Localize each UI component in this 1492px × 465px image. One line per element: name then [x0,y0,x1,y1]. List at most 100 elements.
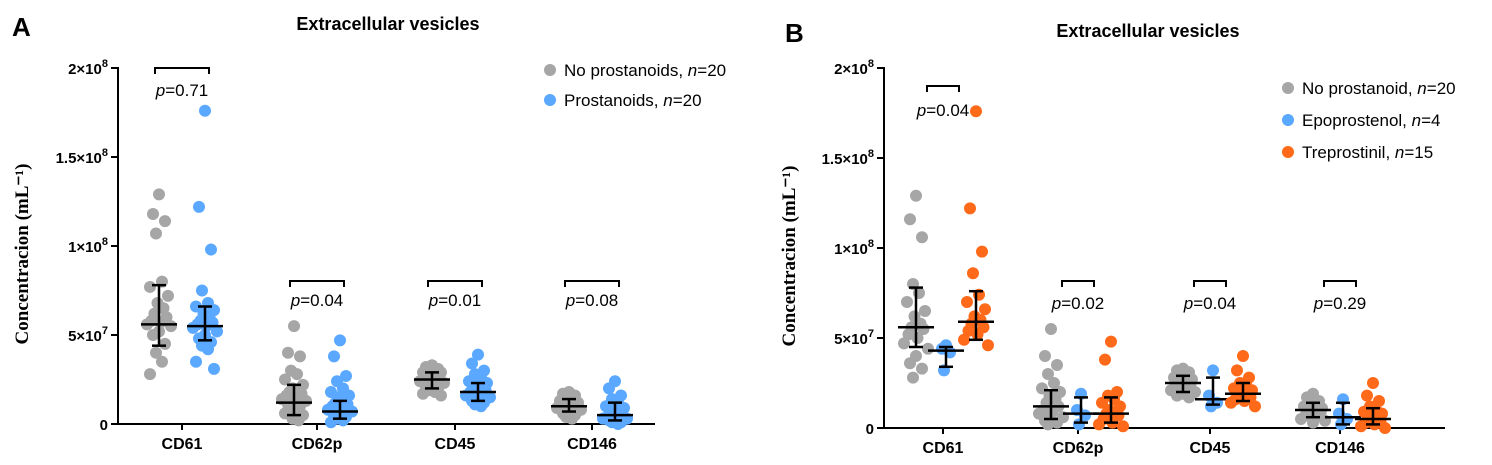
panel-b-point-cd61 [919,305,931,317]
panel-b-point-cd146 [1367,377,1379,389]
panel-b-p-value: p=0.02 [1051,294,1104,313]
panel-b-point-cd146 [1307,416,1319,429]
panel-b-point-cd61 [970,105,982,118]
panel-a-p-value: p=0.08 [565,291,618,310]
panel-b-point-cd62p [1093,418,1105,431]
panel-a-point-cd62p [292,414,305,427]
panel-b-y-tick-label: 2×108 [834,58,874,78]
panel-b-point-cd45 [1231,364,1243,377]
panel-b-point-cd146 [1355,420,1367,433]
panel-b-point-cd61 [922,342,934,355]
panel-a-point-cd61 [196,284,208,297]
panel-a-point-cd61 [153,188,165,201]
panel-b-comparison-bracket [1323,280,1357,287]
panel-a-comparison-bracket [427,280,483,287]
panel-b-title: Extracellular vesicles [1056,21,1239,41]
panel-b-point-cd62p [1042,368,1054,380]
panel-b-point-cd146 [1361,389,1373,402]
panel-b-point-cd62p [1117,420,1129,433]
panel-b-legend-label: Treprostinil, n=15 [1302,143,1433,162]
panel-b-x-tick-label: CD146 [1315,440,1365,457]
panel-b-comparison-bracket [1061,280,1095,287]
panel-b-legend-marker [1282,114,1294,126]
panel-a-point-cd62p [282,346,294,359]
panel-a-point-cd61 [165,320,177,333]
panel-a-point-cd62p [334,334,346,347]
panel-b-point-cd61 [916,231,928,244]
panel-b-p-value: p=0.29 [1313,294,1366,313]
panel-b-point-cd61 [971,328,984,341]
panel-a-x-tick-label: CD61 [162,436,203,453]
panel-a-point-cd62p [279,373,291,386]
panel-a-legend-marker [544,64,556,76]
panel-b-point-cd61 [901,296,913,308]
panel-a-y-tick-label: 1.5×108 [56,147,108,167]
panel-a-point-cd146 [603,382,615,395]
panel-a-point-cd45 [472,348,484,361]
panel-b-point-cd61 [904,213,916,226]
panel-b-y-tick-label: 1×108 [834,238,874,258]
panel-b-point-cd61 [979,303,991,316]
panel-a-letter: A [12,12,31,42]
panel-a-point-cd61 [187,321,199,334]
panel-a-point-cd61 [190,300,202,313]
panel-a-point-cd61 [202,343,214,356]
panel-b-point-cd61 [911,332,924,344]
panel-b-point-cd61 [961,296,973,308]
panel-b-point-cd62p [1096,396,1108,409]
panel-b-legend-marker [1282,146,1294,158]
panel-a-point-cd61 [205,243,217,256]
panel-a-y-tick-label: 1×108 [68,236,108,256]
panel-b-y-axis-label: Concentracion (mL⁻¹) [779,166,800,347]
panel-b-point-cd62p [1051,359,1063,371]
panel-a-point-cd61 [144,368,156,381]
panel-b-point-cd61 [962,324,975,337]
panel-b-point-cd61 [982,339,994,352]
panel-a-point-cd61 [159,337,171,350]
panel-a-legend-label: Prostanoids, n=20 [564,91,702,110]
panel-a-legend-marker [544,94,556,106]
panel-a-point-cd61 [147,329,159,341]
panel-a-point-cd45 [466,357,478,370]
panel-a-point-cd62p [294,350,306,363]
panel-a-x-tick-label: CD146 [567,436,617,453]
panel-a-point-cd62p [328,350,340,363]
panel-a-point-cd61 [162,289,174,302]
panel-a-y-tick-label: 2×108 [68,58,108,78]
panel-a-point-cd62p [340,369,352,382]
panel-b-point-cd62p [1105,335,1117,348]
panel-b-legend-label: Epoprostenol, n=4 [1302,111,1441,130]
panel-b-point-cd61 [898,337,910,350]
panel-b-letter: B [785,18,804,48]
panel-b-point-cd61 [976,245,988,258]
panel-a-x-tick-label: CD45 [435,436,476,453]
panel-a-p-value: p=0.01 [428,291,481,310]
panel-b-point-cd146 [1379,422,1391,434]
panel-b-legend-label: No prostanoid, n=20 [1302,79,1456,98]
panel-a-comparison-bracket [564,280,620,287]
panel-b-point-cd45 [1225,396,1237,409]
panel-b-point-cd62p [1073,418,1085,431]
panel-b-point-cd61 [907,371,919,384]
panel-b-point-cd61 [904,357,916,370]
panel-a-y-tick-label: 0 [100,417,108,434]
panel-a-comparison-bracket [289,280,345,287]
panel-a-y-axis-label: Concentracion (mL⁻¹) [12,164,33,345]
panel-b-point-cd62p [1039,350,1051,362]
panel-a-point-cd146 [566,412,578,425]
panel-a-point-cd62p [288,320,300,333]
panel-b-point-cd61 [902,328,915,341]
panel-a-point-cd61 [150,227,162,240]
panel-a-point-cd61 [193,200,205,213]
panel-b-point-cd61 [910,189,922,202]
panel-b-point-cd45 [1205,400,1217,413]
panel-b-point-cd61 [964,202,976,215]
panel-a-comparison-bracket [154,67,210,74]
panel-b-x-tick-label: CD62p [1053,440,1104,457]
panel-b-point-cd45 [1183,391,1195,404]
panel-b-p-value: p=0.04 [916,101,969,120]
panel-a-point-cd62p [291,368,303,381]
panel-b-point-cd62p [1048,377,1060,389]
panel-b-legend-marker [1282,82,1294,94]
